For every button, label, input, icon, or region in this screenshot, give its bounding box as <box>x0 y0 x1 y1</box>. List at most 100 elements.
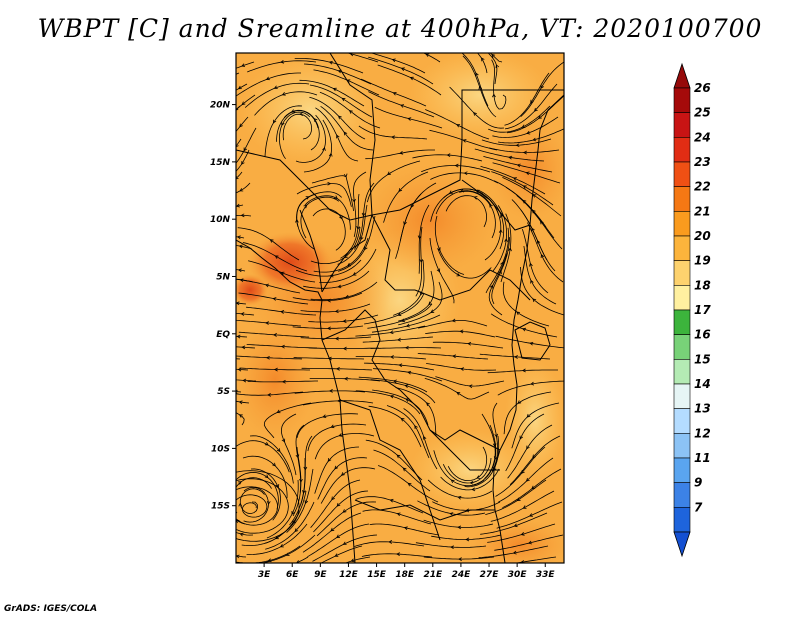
streamline-arrow <box>454 163 459 168</box>
streamline-arrow <box>343 254 348 258</box>
streamline-arrow <box>328 60 333 65</box>
streamline-arrow <box>302 489 306 494</box>
streamline-arrow <box>405 323 410 328</box>
streamline-arrow <box>529 262 533 267</box>
streamline-arrow <box>241 63 246 67</box>
streamline-arrow <box>299 112 304 116</box>
streamline-arrow <box>359 236 364 241</box>
streamline-arrow <box>276 448 281 453</box>
colorbar-label: 23 <box>694 155 711 169</box>
streamline-arrow <box>473 111 477 116</box>
streamline-arrow <box>468 384 473 389</box>
streamline-arrow <box>304 500 309 505</box>
colorbar-bottom-arrow <box>673 531 691 558</box>
streamline-arrow <box>274 535 279 540</box>
streamline-arrow <box>338 115 342 120</box>
streamline <box>489 53 503 63</box>
streamline-arrow <box>514 355 518 359</box>
streamline-arrow <box>471 487 476 492</box>
streamline-arrow <box>489 284 494 289</box>
streamline-arrow <box>342 541 347 545</box>
streamline-arrow <box>281 122 285 126</box>
streamline-arrow <box>273 367 278 372</box>
streamline-arrow <box>327 458 332 463</box>
streamline-arrow <box>387 171 391 176</box>
lon-tick-label: 15E <box>367 570 387 580</box>
streamline-arrow <box>492 467 497 472</box>
streamline-arrow <box>332 87 337 92</box>
streamline-arrow <box>334 465 339 470</box>
border-zambia <box>429 429 500 471</box>
streamline-arrow <box>500 213 504 218</box>
streamline-arrow <box>536 239 541 244</box>
streamline-arrow <box>336 502 341 507</box>
streamline-arrow <box>526 130 531 135</box>
colorbar-swatch <box>673 186 691 212</box>
streamline-arrow <box>521 368 526 373</box>
streamline-arrow <box>494 433 499 438</box>
colorbar-swatch <box>673 112 691 138</box>
streamline-arrow <box>398 363 403 368</box>
streamline-arrow <box>399 150 404 155</box>
grads-credit: GrADS: IGES/COLA <box>4 604 98 614</box>
streamline-arrow <box>532 194 537 198</box>
colorbar-label: 26 <box>694 81 711 95</box>
streamline-arrow <box>241 345 246 350</box>
colorbar-swatch <box>673 433 691 459</box>
streamline <box>236 302 247 305</box>
colorbar-swatch <box>673 87 691 113</box>
streamline-arrow <box>240 312 245 316</box>
colorbar-swatch <box>673 137 691 163</box>
streamline-arrow <box>538 115 542 119</box>
streamline-arrow <box>457 525 462 530</box>
streamline-arrow <box>330 424 335 429</box>
streamline-arrow <box>396 512 401 517</box>
streamline-arrow <box>462 139 467 143</box>
map-title: WBPT [C] and Sreamline at 400hPa, VT: 20… <box>37 14 763 43</box>
colorbar-label: 15 <box>694 352 711 366</box>
streamline-arrow <box>397 337 401 342</box>
wbpt-warm-region <box>490 120 564 220</box>
streamline-arrow <box>425 53 430 57</box>
streamline-arrow <box>407 370 412 375</box>
streamline-arrow <box>530 381 535 386</box>
streamline <box>477 53 488 74</box>
lat-tick-label: 5N <box>216 272 230 282</box>
streamline-arrow <box>344 376 348 381</box>
streamline-arrow <box>523 150 527 155</box>
streamline-arrow <box>389 330 394 335</box>
streamline-arrow <box>348 110 353 114</box>
lon-tick-label: 24E <box>452 570 472 580</box>
streamline-arrow <box>392 92 397 96</box>
colorbar-swatch <box>673 161 691 187</box>
colorbar-swatch <box>673 457 691 483</box>
streamline-arrow <box>476 475 481 479</box>
streamline-arrow <box>279 543 284 548</box>
streamline-arrow <box>508 155 513 160</box>
streamline-arrow <box>272 462 276 467</box>
streamline <box>236 368 249 371</box>
colorbar-label: 9 <box>694 476 702 490</box>
streamline-arrow <box>337 69 342 74</box>
lon-tick-label: 21E <box>423 570 443 580</box>
border-angola <box>339 399 441 541</box>
wbpt-warm-region <box>365 165 495 275</box>
colorbar-label: 24 <box>694 130 711 144</box>
streamline-arrow <box>520 532 525 536</box>
streamline <box>236 412 245 426</box>
streamline-arrow <box>512 177 517 181</box>
streamline-arrow <box>529 341 534 346</box>
lake-victoria <box>514 321 551 361</box>
streamline-arrow <box>334 309 339 314</box>
streamline-arrow <box>280 59 285 64</box>
streamline-arrow <box>343 173 348 178</box>
streamline-arrow <box>398 188 403 193</box>
lat-tick-label: 15N <box>210 158 231 168</box>
lon-tick-label: 27E <box>480 570 500 580</box>
streamline-arrow <box>465 508 470 513</box>
streamline-arrow <box>333 195 338 199</box>
streamline-arrow <box>456 391 461 396</box>
streamline-arrow <box>236 203 240 208</box>
map-frame <box>235 52 565 564</box>
streamline <box>461 53 489 107</box>
